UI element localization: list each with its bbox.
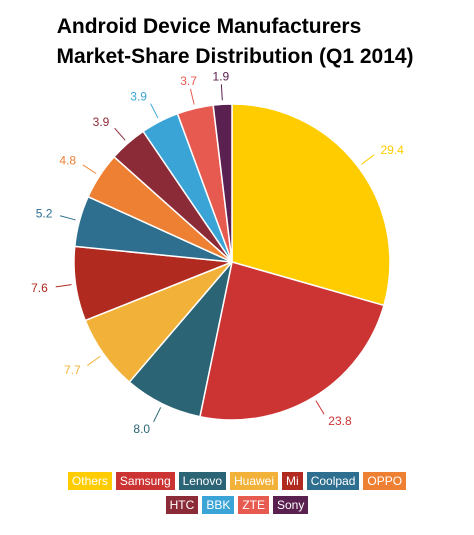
leader-line-zte [189, 88, 195, 105]
leader-line-coolpad [59, 215, 76, 221]
data-label-samsung: 23.8 [328, 414, 352, 428]
leader-line-htc [114, 127, 126, 141]
leader-line-bbk [150, 103, 159, 119]
leader-line-sony [220, 84, 223, 101]
legend-item-samsung: Samsung [115, 472, 175, 490]
legend-item-sony: Sony [273, 496, 309, 514]
data-label-bbk: 3.9 [130, 90, 147, 104]
data-label-htc: 3.9 [93, 115, 110, 129]
data-label-zte: 3.7 [180, 74, 197, 88]
legend-item-coolpad: Coolpad [306, 472, 360, 490]
pie-slice-samsung [199, 261, 385, 421]
legend-item-mi: Mi [282, 472, 303, 490]
data-label-sony: 1.9 [213, 69, 230, 83]
pie-slice-others [231, 103, 391, 307]
data-label-huawei: 7.7 [64, 363, 81, 377]
legend-row-1: Others Samsung Lenovo Huawei Mi Coolpad OPPO [0, 472, 474, 490]
legend-item-others: Others [67, 472, 112, 490]
leader-line-samsung [315, 400, 325, 415]
data-label-lenovo: 8.0 [133, 422, 150, 436]
leader-line-mi [55, 284, 72, 288]
legend-item-oppo: OPPO [363, 472, 407, 490]
data-label-oppo: 4.8 [59, 154, 76, 168]
legend-item-huawei: Huawei [230, 472, 279, 490]
pie-slice-sony [212, 103, 233, 263]
chart-title-line-2: Market-Share Distribution (Q1 2014) [56, 45, 414, 68]
leader-line-others [361, 154, 375, 165]
legend-item-lenovo: Lenovo [178, 472, 226, 490]
data-label-coolpad: 5.2 [36, 207, 53, 221]
leader-line-oppo [82, 164, 97, 175]
data-label-mi: 7.6 [31, 281, 48, 295]
leader-line-lenovo [153, 407, 162, 423]
data-label-others: 29.4 [380, 143, 404, 157]
chart-title-line-1: Android Device Manufacturers [56, 15, 362, 38]
legend-item-bbk: BBK [202, 496, 235, 514]
legend-item-zte: ZTE [238, 496, 269, 514]
legend-item-htc: HTC [165, 496, 199, 514]
leader-line-huawei [86, 355, 101, 366]
legend-row-2: HTC BBK ZTE Sony [0, 496, 474, 514]
